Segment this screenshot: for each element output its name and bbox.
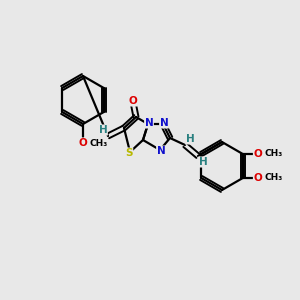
Text: O: O (79, 138, 87, 148)
Text: N: N (157, 146, 165, 156)
Text: CH₃: CH₃ (265, 173, 283, 182)
Text: H: H (99, 125, 107, 135)
Text: O: O (254, 149, 262, 159)
Text: S: S (125, 148, 133, 158)
Text: N: N (160, 118, 168, 128)
Text: O: O (129, 96, 137, 106)
Text: H: H (199, 157, 207, 167)
Text: CH₃: CH₃ (265, 149, 283, 158)
Text: H: H (186, 134, 194, 144)
Text: O: O (254, 173, 262, 183)
Text: N: N (145, 118, 153, 128)
Text: CH₃: CH₃ (90, 139, 108, 148)
